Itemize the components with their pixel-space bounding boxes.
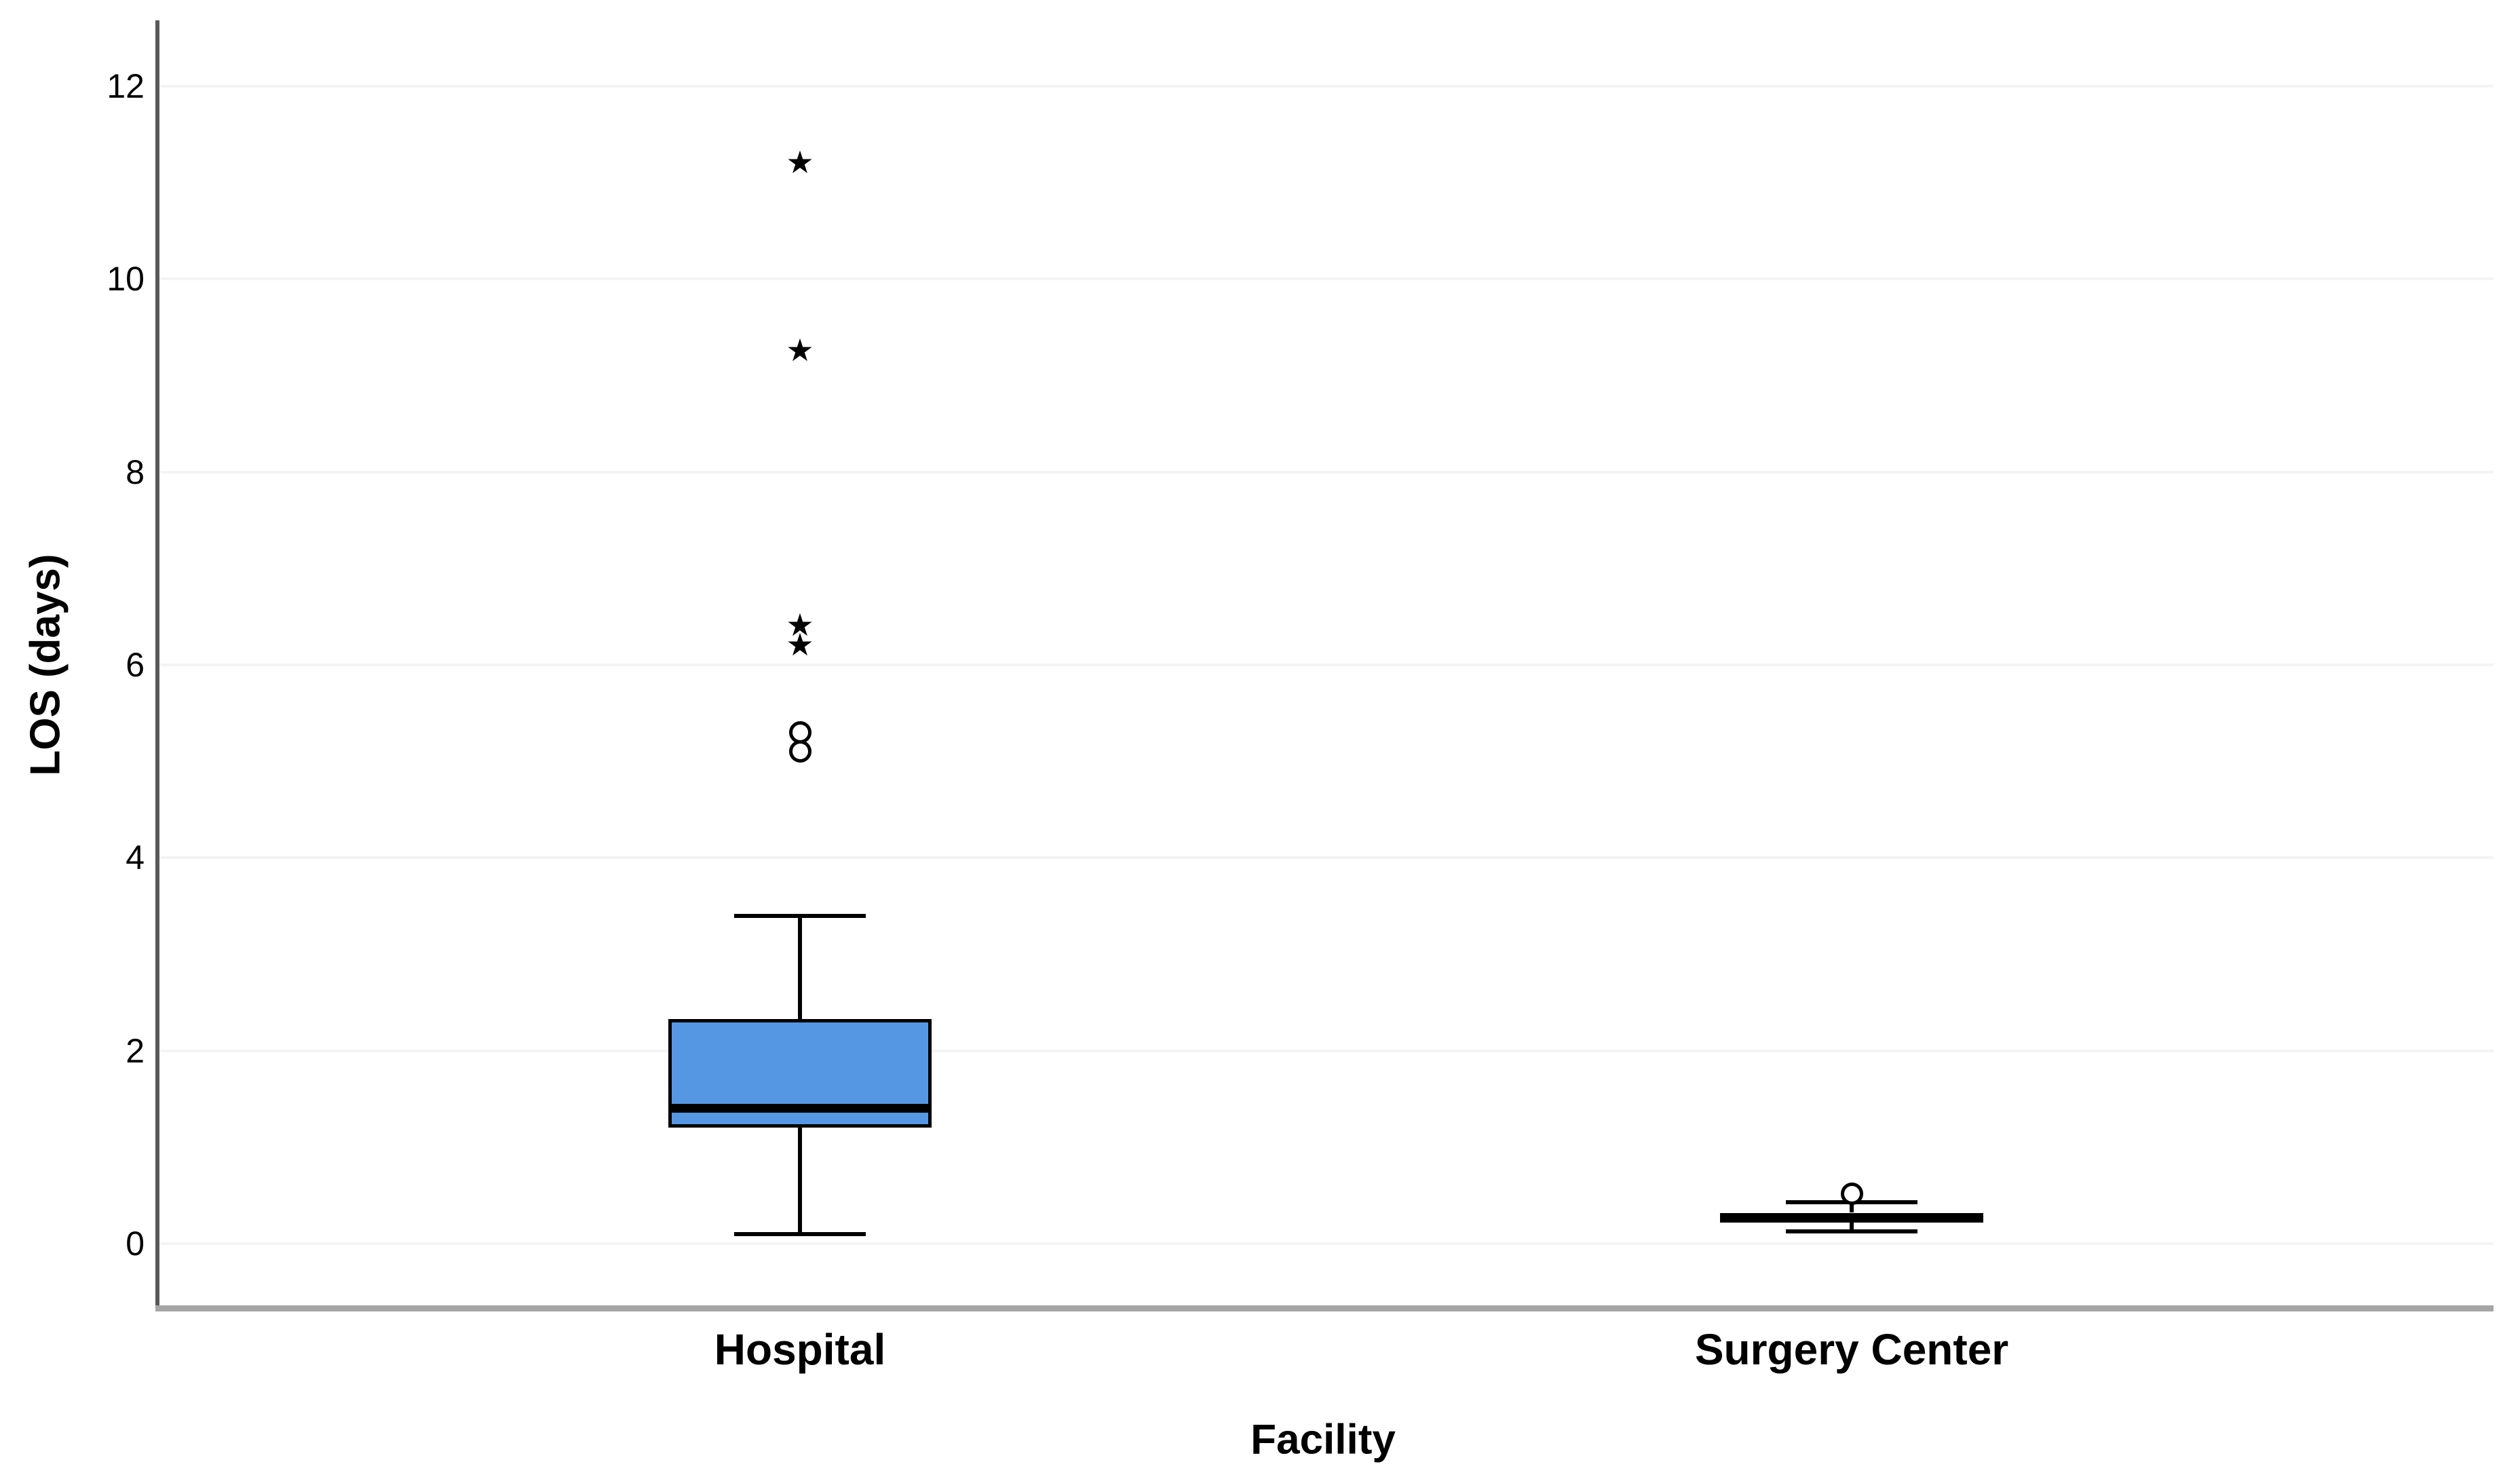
gridline bbox=[157, 856, 2494, 860]
whisker-cap bbox=[1786, 1229, 1917, 1233]
whisker-line bbox=[798, 1128, 802, 1234]
y-tick-label: 8 bbox=[126, 453, 145, 491]
star-outlier-marker: ★ bbox=[786, 607, 814, 643]
gridline bbox=[157, 84, 2494, 88]
circle-outlier-marker bbox=[1840, 1182, 1863, 1205]
gridline bbox=[157, 470, 2494, 474]
star-outlier-marker: ★ bbox=[786, 144, 814, 180]
whisker-line bbox=[1850, 1222, 1854, 1231]
x-axis-baseline bbox=[155, 1305, 2494, 1311]
circle-outlier-marker bbox=[788, 740, 812, 763]
gridline bbox=[157, 1049, 2494, 1052]
category-label: Surgery Center bbox=[1694, 1325, 2009, 1374]
whisker-line bbox=[1850, 1202, 1854, 1213]
y-tick-label: 0 bbox=[126, 1225, 145, 1263]
y-tick-label: 2 bbox=[126, 1031, 145, 1070]
whisker-line bbox=[798, 915, 802, 1019]
gridline bbox=[157, 663, 2494, 666]
circle-outlier-marker bbox=[788, 721, 812, 744]
median-line bbox=[668, 1104, 932, 1113]
gridline bbox=[157, 1242, 2494, 1245]
gridline bbox=[157, 277, 2494, 281]
y-tick-label: 12 bbox=[107, 66, 145, 105]
y-tick-label: 6 bbox=[126, 645, 145, 684]
y-tick-label: 4 bbox=[126, 839, 145, 877]
category-label: Hospital bbox=[714, 1325, 886, 1374]
x-axis-title: Facility bbox=[1251, 1416, 1396, 1463]
star-outlier-marker: ★ bbox=[786, 626, 814, 662]
whisker-cap bbox=[734, 913, 866, 918]
y-tick-label: 10 bbox=[107, 260, 145, 299]
median-line bbox=[1720, 1213, 1983, 1223]
whisker-cap bbox=[734, 1231, 866, 1236]
y-axis-line bbox=[155, 20, 159, 1311]
star-outlier-marker: ★ bbox=[786, 332, 814, 368]
